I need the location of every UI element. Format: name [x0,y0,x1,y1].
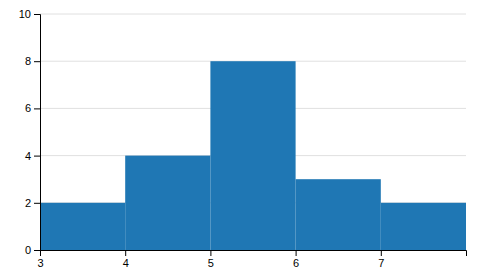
x-tick-label: 7 [378,257,384,269]
y-tick-mark [34,108,40,109]
y-tick: 6 [25,102,40,114]
x-tick: 5 [208,250,214,269]
y-tick: 2 [25,197,40,209]
y-tick-label: 4 [25,150,31,162]
x-tick-label: 4 [123,257,129,269]
bar [296,179,381,250]
bar [40,203,125,250]
x-tick-mark [296,250,297,256]
x-axis: 3 4 5 6 7 [37,250,466,269]
y-tick-label: 8 [25,55,31,67]
x-tick: 6 [293,250,299,269]
x-tick-mark [210,250,211,256]
y-tick-mark [34,14,40,15]
bar [381,203,466,250]
y-axis: 0 2 4 6 8 10 [19,8,41,256]
grid-line [40,14,466,15]
x-tick-mark [381,250,382,256]
y-tick-label: 6 [25,102,31,114]
y-tick-label: 2 [25,197,31,209]
y-tick-label: 10 [19,8,31,20]
chart: 3 4 5 6 7 0 2 4 6 8 10 [0,0,488,280]
y-tick: 10 [19,8,40,20]
x-axis-line [41,251,467,257]
x-tick: 3 [37,250,43,269]
y-tick-mark [34,203,40,204]
x-tick-label: 5 [208,257,214,269]
x-tick-label: 6 [293,257,299,269]
x-tick: 7 [378,250,384,269]
plot: 3 4 5 6 7 0 2 4 6 8 10 [19,8,467,269]
bars [40,61,466,250]
y-tick: 0 [25,244,40,256]
y-tick-mark [34,156,40,157]
bar [210,61,295,250]
x-tick: 4 [123,250,129,269]
y-tick-label: 0 [25,244,31,256]
x-tick-label: 3 [37,257,43,269]
y-tick-mark [34,250,40,251]
y-tick-mark [34,61,40,62]
y-axis-line [34,15,41,251]
x-tick-mark [125,250,126,256]
y-tick: 8 [25,55,40,67]
y-tick: 4 [25,150,40,162]
bar [125,156,210,250]
grid [40,14,466,250]
